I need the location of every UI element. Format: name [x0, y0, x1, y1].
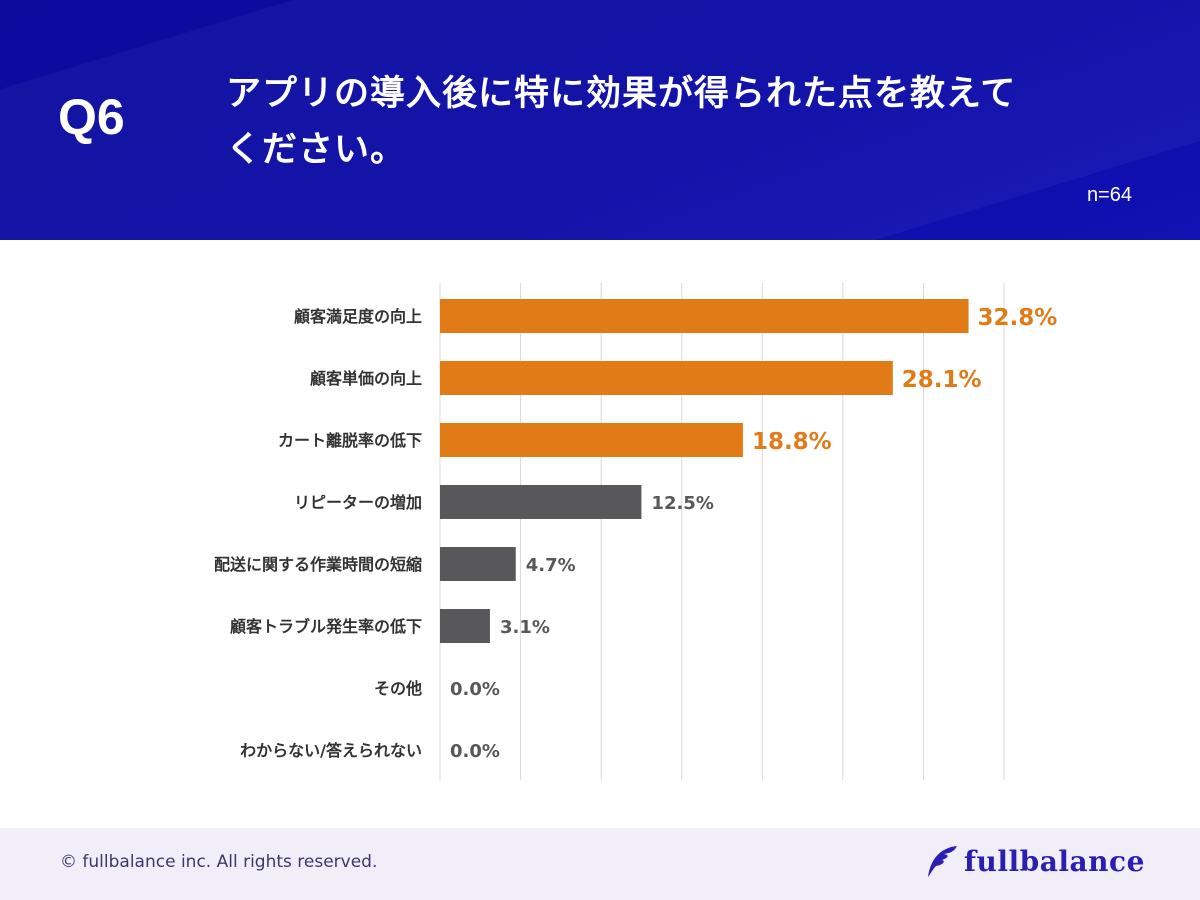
value-label: 3.1%	[500, 617, 550, 638]
category-label: その他	[374, 679, 422, 698]
value-label: 18.8%	[752, 429, 832, 455]
logo-text: fullbalance	[964, 844, 1145, 878]
bar	[440, 423, 743, 457]
feather-icon	[928, 846, 957, 877]
value-label: 4.7%	[526, 555, 576, 576]
footer: © fullbalance inc. All rights reserved. …	[0, 828, 1200, 900]
value-label: 0.0%	[450, 679, 500, 700]
bar	[440, 299, 969, 333]
category-label: わからない/答えられない	[240, 741, 422, 760]
question-number: Q6	[58, 89, 125, 145]
value-label: 0.0%	[450, 741, 500, 762]
category-label: 顧客満足度の向上	[294, 307, 422, 326]
header-banner: Q6 アプリの導入後に特に効果が得られた点を教えてください。 n=64	[0, 0, 1200, 240]
category-label: 顧客単価の向上	[310, 369, 422, 388]
category-label: リピーターの増加	[294, 493, 422, 512]
bar	[440, 547, 516, 581]
value-label: 28.1%	[902, 367, 982, 393]
bar	[440, 361, 893, 395]
value-label: 12.5%	[651, 493, 713, 514]
question-title: アプリの導入後に特に効果が得られた点を教えてください。	[226, 74, 1017, 170]
brand-logo: fullbalance	[926, 844, 1145, 878]
bar	[440, 609, 490, 643]
category-label: カート離脱率の低下	[278, 431, 422, 450]
bar-chart: 顧客満足度の向上 32.8% 顧客単価の向上 28.1% カート離脱率の低下 18.8% リ…	[214, 283, 1058, 780]
copyright: © fullbalance inc. All rights reserved.	[60, 852, 378, 872]
value-label: 32.8%	[978, 305, 1058, 331]
sample-size: n=64	[1086, 184, 1132, 206]
bar	[440, 485, 642, 519]
category-label: 配送に関する作業時間の短縮	[214, 555, 422, 574]
category-label: 顧客トラブル発生率の低下	[230, 617, 422, 636]
